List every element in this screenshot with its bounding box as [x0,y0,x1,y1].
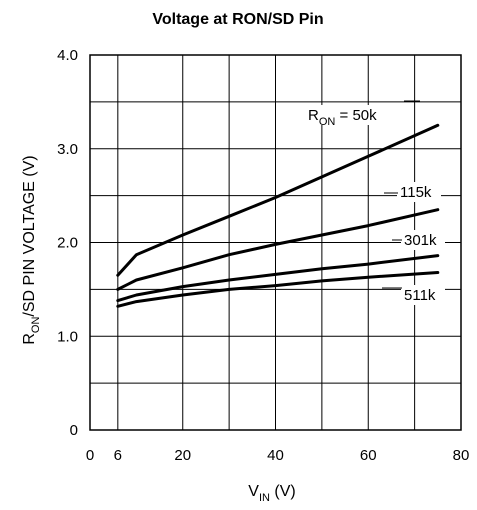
y-tick-label: 3.0 [57,141,78,158]
chart-title: Voltage at RON/SD Pin [152,11,323,28]
x-axis-label-subscript: IN [259,492,270,504]
series-label-301k: 301k [404,232,437,249]
x-tick-label: 0 [86,447,94,464]
series-label-subscript: ON [319,116,336,128]
series-line-115k [116,208,440,291]
series-line-301k [116,254,440,303]
y-axis-label-rest: /SD PIN VOLTAGE (V) [21,155,38,316]
series-labels: RON = 50k 115k 301k 511k [305,100,445,305]
y-tick-label: 0 [70,422,78,439]
series-label-50k: RON = 50k [308,107,377,128]
series-label-115k: 115k [400,184,432,201]
x-tick-labels: 0 6 20 40 60 80 [86,447,470,464]
y-tick-label: 1.0 [57,328,78,345]
y-axis-label-main: R [21,333,38,345]
x-tick-label: 20 [174,447,191,464]
series-label-511k: 511k [404,287,436,304]
series-label-background [401,285,445,305]
x-axis-label: VIN (V) [248,483,295,504]
series-label-value: = 50k [335,107,377,124]
x-tick-label: 80 [453,447,470,464]
x-tick-label: 6 [114,447,122,464]
series-label-background [305,105,405,125]
y-axis-label: RON/SD PIN VOLTAGE (V) [21,155,42,344]
series-label-background [397,182,441,202]
series-line-511k [116,271,440,308]
x-axis-label-main: V [248,483,259,500]
y-tick-label: 4.0 [57,47,78,64]
series-label-background [401,230,445,250]
y-axis-label-subscript: ON [30,317,42,334]
plot-frame [89,54,462,431]
x-tick-label: 40 [267,447,284,464]
series-label-prefix: R [308,107,319,124]
y-tick-label: 2.0 [57,235,78,252]
series-line-50k [116,123,440,277]
x-tick-label: 60 [360,447,377,464]
x-axis-label-units: (V) [270,483,296,500]
series-lines [116,123,440,308]
y-tick-labels: 0 1.0 2.0 3.0 4.0 [57,47,78,439]
